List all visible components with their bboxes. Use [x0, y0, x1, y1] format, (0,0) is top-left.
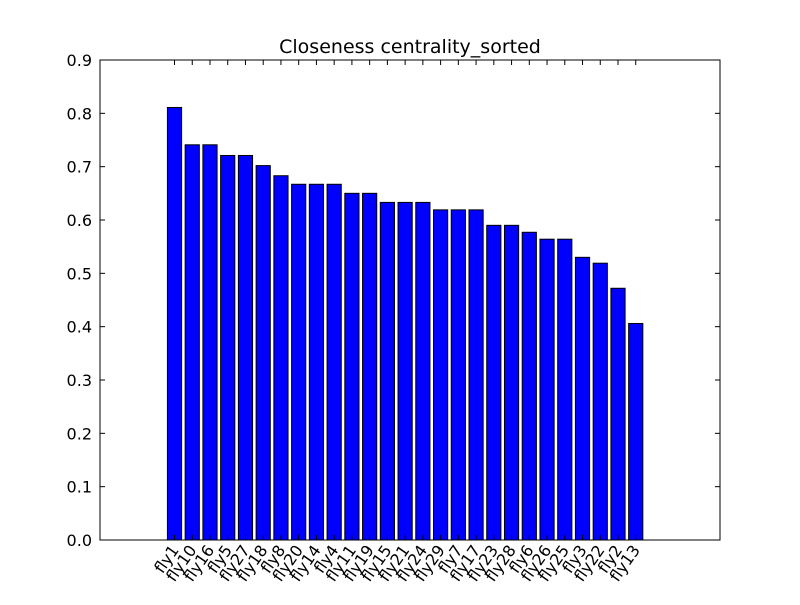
bar-fly24 [415, 201, 431, 541]
bar-fly25 [557, 238, 573, 541]
bar-fly15 [379, 201, 395, 541]
bar-fly6 [521, 231, 537, 541]
bar-fly21 [397, 201, 413, 541]
ytick-label: 0.9 [67, 51, 92, 70]
chart-title: Closeness centrality_sorted [279, 36, 541, 58]
y-axis: 0.0 0.1 0.2 0.3 0.4 0.5 0.6 0.7 0.8 0.9 [67, 51, 720, 550]
bar-fly13 [628, 322, 644, 541]
ytick-label: 0.2 [67, 424, 92, 443]
bar-fly3 [574, 256, 591, 541]
bar-fly10 [184, 144, 200, 541]
bar-fly22 [592, 262, 608, 541]
bar-fly2 [610, 287, 626, 541]
bar-fly18 [255, 165, 271, 541]
ytick-label: 0.3 [67, 371, 92, 390]
bar-fly20 [291, 183, 307, 541]
bar-fly5 [220, 154, 236, 541]
bar-fly7 [450, 209, 466, 541]
bar-fly11 [344, 192, 360, 541]
bar-fly23 [486, 224, 502, 541]
bar-fly26 [539, 238, 555, 541]
ytick-label: 0.4 [67, 318, 92, 337]
bar-fly29 [433, 209, 449, 541]
bar-fly4 [326, 183, 342, 541]
bar-fly28 [503, 224, 520, 541]
bar-fly27 [237, 154, 254, 541]
bar-fly17 [468, 209, 484, 541]
bar-fly1 [166, 106, 183, 541]
ytick-label: 0.7 [67, 158, 92, 177]
plot-frame [99, 59, 721, 541]
bars-group [166, 106, 644, 541]
bar-fly14 [308, 183, 325, 541]
bar-fly8 [273, 175, 289, 541]
ytick-label: 0.6 [67, 211, 92, 230]
bar-fly16 [202, 144, 218, 541]
ytick-label: 0.0 [67, 531, 92, 550]
ytick-label: 0.1 [67, 478, 92, 497]
ytick-label: 0.5 [67, 264, 92, 283]
ytick-label: 0.8 [67, 104, 92, 123]
bar-fly19 [362, 192, 378, 541]
